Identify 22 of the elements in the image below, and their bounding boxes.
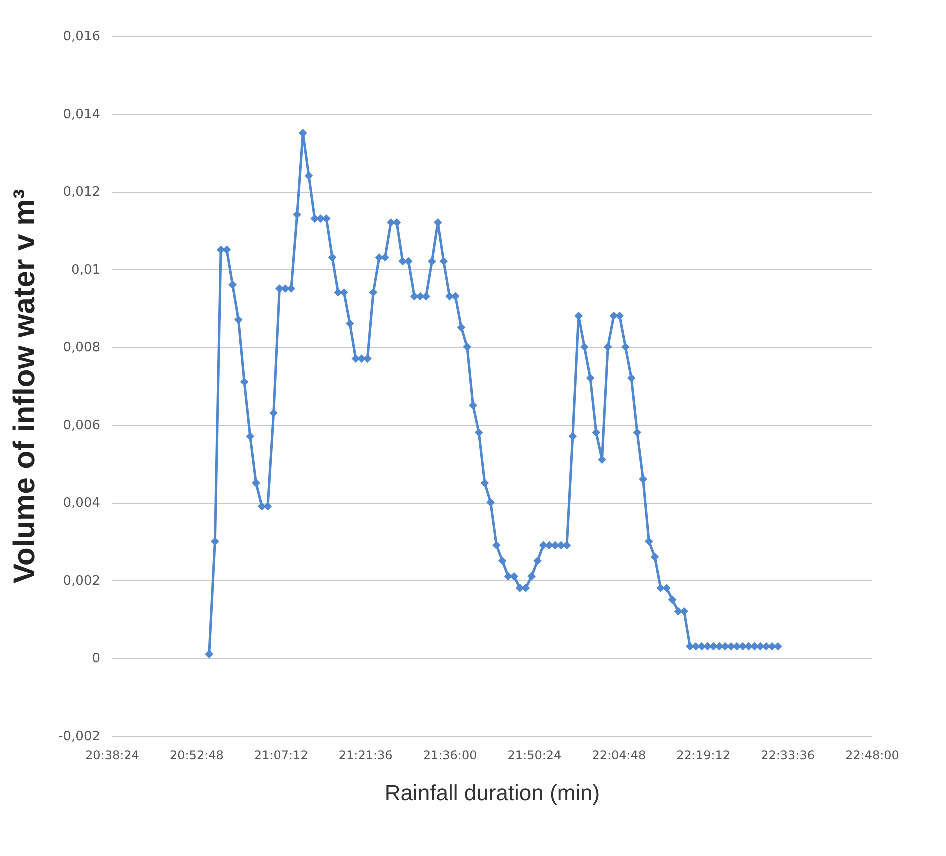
y-tick-label: 0,002 (63, 574, 100, 589)
y-tick-label: 0,016 (63, 30, 100, 44)
x-tick-label: 21:21:36 (338, 748, 393, 762)
x-axis-title: Rainfall duration (min) (384, 780, 600, 806)
x-tick-label: 22:04:48 (592, 748, 646, 762)
y-axis-title: Volume of inflow water v m³ (8, 189, 42, 584)
y-tick-label: 0,012 (63, 185, 100, 200)
x-tick-label: 20:52:48 (170, 748, 224, 762)
y-tick-label: 0,01 (72, 262, 100, 278)
x-tick-label: 22:19:12 (676, 748, 731, 762)
y-tick-label: 0,008 (63, 340, 100, 356)
x-tick-label: 21:36:00 (423, 748, 478, 762)
x-tick-label: 21:07:12 (254, 748, 308, 762)
x-tick-label: 22:48:00 (846, 748, 900, 762)
x-tick-label: 21:50:24 (508, 748, 562, 762)
x-tick-label: 22:33:36 (761, 748, 816, 762)
y-tick-label: 0 (92, 652, 100, 667)
y-tick-label: 0,014 (63, 107, 100, 122)
y-tick-label: -0,002 (58, 730, 100, 744)
y-tick-label: 0,006 (63, 418, 100, 434)
x-tick-label: 20:38:24 (86, 748, 140, 762)
y-tick-label: 0,004 (63, 496, 100, 512)
